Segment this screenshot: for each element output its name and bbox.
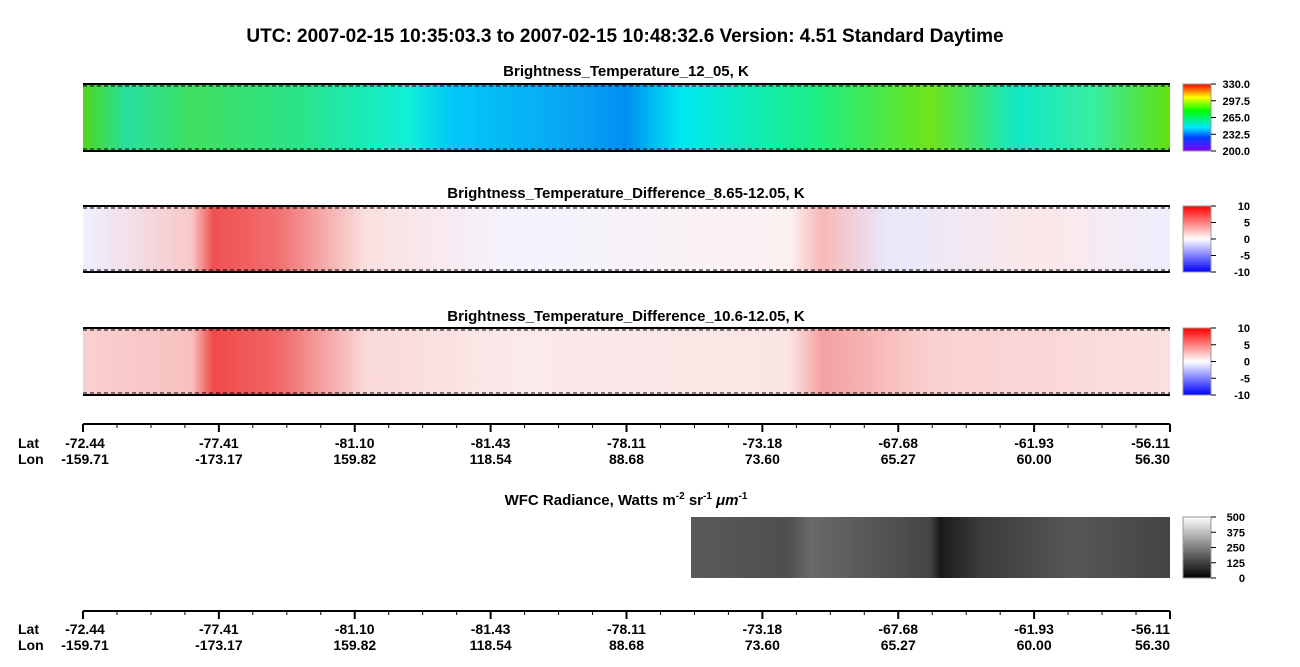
colorbar-label: 232.5 (1222, 129, 1250, 141)
axis-row-label: Lon (18, 451, 44, 467)
panel-title: Brightness_Temperature_Difference_8.65-1… (447, 185, 805, 202)
colorbar-label: 200.0 (1222, 146, 1250, 158)
lat-label: -77.41 (199, 621, 239, 637)
colorbar-label: 500 (1227, 512, 1245, 524)
axis-row-label: Lat (18, 621, 39, 637)
colorbar-label: 265.0 (1222, 113, 1250, 125)
colorbar-label: -5 (1240, 251, 1250, 263)
colorbar-label: 5 (1244, 218, 1250, 230)
lat-label: -81.43 (471, 435, 511, 451)
axis-row-label: Lat (18, 435, 39, 451)
lon-label: 60.00 (1017, 451, 1052, 467)
lat-label: -61.93 (1014, 621, 1054, 637)
lon-label: 159.82 (333, 451, 376, 467)
lon-label: -173.17 (195, 451, 243, 467)
panel-title: WFC Radiance, Watts m-2 sr-1 μm-1 (505, 491, 748, 509)
colorbar-label: 5 (1244, 340, 1250, 352)
colorbar-label: 330.0 (1222, 79, 1250, 91)
colorbar (1182, 327, 1212, 396)
lat-label: -61.93 (1014, 435, 1054, 451)
lat-label: -81.43 (471, 621, 511, 637)
lat-label: -72.44 (65, 435, 105, 451)
colorbar-label: 0 (1239, 573, 1245, 585)
lon-label: 56.30 (1135, 637, 1170, 653)
colorbar-label: 0 (1244, 357, 1250, 369)
lat-label: -56.11 (1131, 621, 1170, 637)
lon-label: 73.60 (745, 637, 780, 653)
colorbar-label: -10 (1234, 267, 1250, 279)
colorbar-label: 375 (1227, 527, 1245, 539)
image-strip (83, 84, 1170, 151)
image-strip (83, 328, 1170, 395)
lon-label: 60.00 (1017, 637, 1052, 653)
lon-label: 73.60 (745, 451, 780, 467)
lat-label: -77.41 (199, 435, 239, 451)
lon-label: 88.68 (609, 637, 644, 653)
colorbar (1182, 83, 1212, 152)
panel-title: Brightness_Temperature_Difference_10.6-1… (447, 308, 805, 325)
lon-label: 118.54 (470, 451, 512, 467)
colorbar (1182, 516, 1212, 579)
lon-label: 65.27 (881, 637, 916, 653)
colorbar-label: 10 (1238, 201, 1250, 213)
lon-label: 65.27 (881, 451, 916, 467)
lat-label: -73.18 (743, 435, 783, 451)
title: UTC: 2007-02-15 10:35:03.3 to 2007-02-15… (246, 26, 1003, 47)
lat-label: -72.44 (65, 621, 105, 637)
lat-label: -67.68 (878, 621, 918, 637)
image-strip (83, 206, 1170, 272)
colorbar-label: -10 (1234, 390, 1250, 402)
colorbar-label: 297.5 (1222, 96, 1250, 108)
lon-label: 88.68 (609, 451, 644, 467)
lon-label: -173.17 (195, 637, 243, 653)
colorbar-label: 0 (1244, 234, 1250, 246)
panel-title: Brightness_Temperature_12_05, K (503, 63, 749, 80)
lat-label: -78.11 (607, 621, 646, 637)
lat-label: -78.11 (607, 435, 646, 451)
lon-label: 159.82 (333, 637, 376, 653)
lat-label: -73.18 (743, 621, 783, 637)
colorbar-label: 250 (1227, 543, 1245, 555)
lat-label: -81.10 (335, 435, 375, 451)
lon-label: 56.30 (1135, 451, 1170, 467)
lat-label: -81.10 (335, 621, 375, 637)
colorbar (1182, 205, 1212, 273)
lat-label: -56.11 (1131, 435, 1170, 451)
colorbar-label: 125 (1227, 558, 1245, 570)
lon-label: 118.54 (470, 637, 512, 653)
image-strip (691, 517, 1170, 578)
colorbar-label: -5 (1240, 373, 1250, 385)
lon-label: -159.71 (61, 637, 109, 653)
lat-label: -67.68 (878, 435, 918, 451)
colorbar-label: 10 (1238, 323, 1250, 335)
axis-row-label: Lon (18, 637, 44, 653)
lon-label: -159.71 (61, 451, 109, 467)
